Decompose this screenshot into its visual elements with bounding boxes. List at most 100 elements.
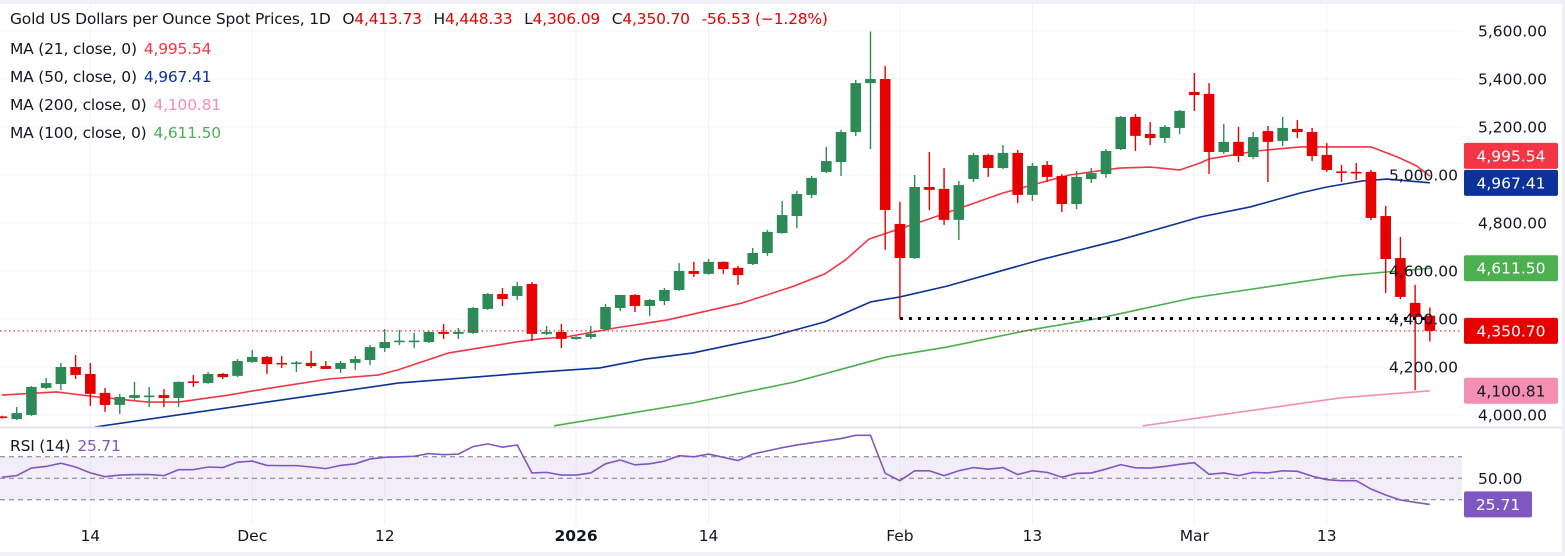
candle-body bbox=[850, 83, 862, 133]
price-axis-label: 5,400.00 bbox=[1478, 71, 1547, 89]
indicator-legend-ma200[interactable]: MA (200, close, 0) 4,100.81 bbox=[10, 96, 221, 114]
candle-body bbox=[982, 155, 994, 169]
price-axis-label: 5,200.00 bbox=[1478, 119, 1547, 137]
price-axis-label: 4,600.00 bbox=[1389, 263, 1458, 281]
candle bbox=[1130, 114, 1141, 151]
candle-body bbox=[717, 261, 729, 270]
price-axis-label: 5,000.00 bbox=[1389, 167, 1458, 185]
candle bbox=[1247, 132, 1259, 159]
candle bbox=[129, 381, 140, 400]
price-tag-text: 4,350.70 bbox=[1476, 322, 1545, 340]
ma-price-tag: 4,611.50 bbox=[1464, 255, 1558, 282]
candle-body bbox=[173, 381, 184, 398]
candle bbox=[1203, 83, 1215, 175]
candle bbox=[541, 325, 552, 336]
candle-body bbox=[1277, 127, 1288, 141]
candle bbox=[614, 295, 626, 312]
candle-body bbox=[1056, 175, 1068, 205]
indicator-legend-ma21[interactable]: MA (21, close, 0) 4,995.54 bbox=[10, 40, 211, 58]
candle-body bbox=[703, 261, 714, 274]
candle-body bbox=[1262, 131, 1274, 142]
candle bbox=[717, 261, 729, 274]
time-axis-label: Dec bbox=[237, 527, 267, 545]
price-axis-label: 5,600.00 bbox=[1478, 23, 1547, 41]
price-tag-background bbox=[1464, 169, 1558, 196]
time-axis[interactable]: 14 Dec 12 2026 14 Feb 13 Mar 13 bbox=[80, 527, 1336, 545]
candle-body bbox=[791, 193, 803, 217]
grid-lines bbox=[0, 4, 1462, 525]
candle-body bbox=[938, 188, 950, 220]
candle bbox=[1027, 163, 1038, 201]
close-value: 4,350.70 bbox=[622, 10, 690, 28]
candle-body bbox=[408, 340, 420, 343]
high-label: H bbox=[433, 10, 446, 28]
candle-body bbox=[600, 307, 611, 330]
candle bbox=[1056, 174, 1068, 212]
price-tags: 4,100.81 4,350.70 4,611.50 4,967.41 4,995.54… bbox=[1464, 142, 1558, 518]
candle bbox=[835, 129, 847, 176]
candle-body bbox=[85, 373, 96, 394]
indicator-legend-ma100[interactable]: MA (100, close, 0) 4,611.50 bbox=[10, 124, 221, 142]
candle bbox=[1159, 125, 1171, 144]
candle bbox=[511, 282, 523, 301]
candle-body bbox=[629, 295, 641, 307]
candle-body bbox=[349, 359, 361, 363]
candle bbox=[865, 31, 876, 150]
candle bbox=[570, 335, 582, 340]
candle-body bbox=[1365, 171, 1377, 218]
candle-body bbox=[556, 331, 567, 339]
candle bbox=[1424, 307, 1436, 342]
candle-body bbox=[1233, 141, 1244, 157]
candle bbox=[585, 325, 597, 339]
candle-body bbox=[924, 187, 935, 190]
candle bbox=[467, 307, 479, 334]
candle-body bbox=[894, 223, 906, 259]
moving-average-line bbox=[94, 178, 1430, 427]
rsi-pane bbox=[0, 434, 1462, 506]
candle-body bbox=[1159, 127, 1171, 139]
candle-body bbox=[261, 356, 273, 365]
candle bbox=[1174, 109, 1185, 134]
candle bbox=[246, 349, 258, 363]
candle bbox=[732, 265, 744, 285]
candle bbox=[438, 324, 449, 339]
candle bbox=[453, 327, 464, 339]
candle bbox=[291, 361, 302, 373]
candle bbox=[497, 288, 508, 307]
candle-body bbox=[673, 271, 685, 290]
price-axis[interactable]: 5,600.00 5,400.00 5,200.00 5,000.00 4,800.00… bbox=[1389, 23, 1547, 488]
candle bbox=[1100, 149, 1112, 178]
candle-body bbox=[1041, 164, 1053, 177]
candle-body bbox=[644, 300, 655, 307]
rsi-axis-label: 50.00 bbox=[1478, 470, 1522, 488]
indicator-label: MA (50, close, 0) bbox=[10, 68, 137, 86]
candle-body bbox=[1350, 171, 1362, 174]
candle-body bbox=[762, 231, 773, 253]
candle-body bbox=[1321, 155, 1333, 170]
indicator-label: MA (200, close, 0) bbox=[10, 96, 147, 114]
price-axis-label: 4,000.00 bbox=[1478, 407, 1547, 425]
symbol-title[interactable]: Gold US Dollars per Ounce Spot Prices, 1… bbox=[10, 10, 331, 28]
rsi-legend[interactable]: RSI (14) 25.71 bbox=[10, 437, 121, 455]
candle-body bbox=[1100, 151, 1112, 175]
candle bbox=[99, 387, 111, 412]
candle-body bbox=[585, 333, 597, 337]
indicator-label: MA (100, close, 0) bbox=[10, 124, 147, 142]
indicator-legend-ma50[interactable]: MA (50, close, 0) 4,967.41 bbox=[10, 68, 211, 86]
candle bbox=[70, 355, 81, 379]
candle-body bbox=[26, 386, 37, 415]
time-axis-label: 14 bbox=[699, 527, 719, 545]
candle bbox=[114, 393, 126, 415]
candle bbox=[1277, 116, 1288, 146]
indicator-label: MA (21, close, 0) bbox=[10, 40, 137, 58]
candle-body bbox=[114, 397, 126, 405]
candle-body bbox=[614, 295, 626, 308]
candle bbox=[1218, 123, 1230, 154]
candle bbox=[1365, 169, 1377, 221]
price-axis-label: 4,200.00 bbox=[1389, 359, 1458, 377]
candle bbox=[938, 168, 950, 225]
candle bbox=[1336, 164, 1347, 182]
ma-price-tag: 4,967.41 bbox=[1464, 169, 1558, 196]
